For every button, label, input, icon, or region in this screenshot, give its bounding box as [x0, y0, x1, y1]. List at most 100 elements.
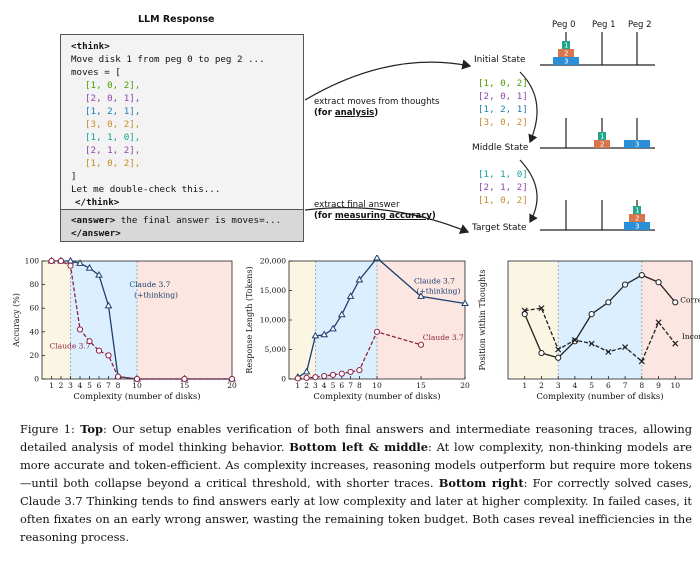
- data-point: [76, 259, 84, 266]
- data-point: [555, 346, 562, 353]
- data-point: [655, 279, 662, 286]
- llm-response-box: <think> Move disk 1 from peg 0 to peg 2 …: [60, 34, 304, 242]
- data-point: [133, 375, 141, 383]
- disk-label-3: 3: [564, 58, 568, 66]
- series-label-thinking: Claude 3.7: [129, 280, 170, 289]
- data-point: [294, 375, 301, 382]
- complexity-band: [70, 261, 137, 379]
- x-tick-label: 5: [331, 381, 336, 390]
- peg-label-2: Peg 2: [628, 20, 652, 30]
- disk-label-3: 3: [635, 141, 639, 149]
- x-axis-label: Complexity (number of disks): [313, 391, 440, 402]
- state-middle: Middle State: [472, 143, 529, 153]
- state-initial: Initial State: [474, 55, 526, 65]
- peg-label-0: Peg 0: [552, 20, 576, 30]
- arrow-initial-to-middle: [519, 71, 538, 144]
- series-label-incorrect: Incorrect Solutions: [682, 332, 700, 341]
- answer-text: the final answer is moves=...: [115, 215, 282, 226]
- move-line: [1, 2, 1],: [85, 106, 141, 117]
- data-point: [86, 338, 93, 345]
- data-point: [85, 263, 94, 271]
- data-point: [621, 281, 629, 288]
- data-point: [57, 257, 65, 265]
- hanoi-states: 3 2 1 1 2 3 1 2 3: [540, 32, 655, 231]
- figure-caption: Figure 1: Top: Our setup enables verific…: [20, 420, 692, 546]
- answer-area: <answer> the final answer is moves=... <…: [61, 209, 303, 241]
- complexity-band: [315, 261, 377, 379]
- caption-top-label: Top: [80, 422, 103, 436]
- y-tick-label: 80: [29, 280, 39, 289]
- data-point: [638, 358, 645, 365]
- y-tick-label: 10,000: [260, 316, 286, 325]
- series-line: [51, 260, 232, 380]
- data-point: [655, 319, 662, 326]
- data-point: [355, 275, 364, 283]
- series-line: [524, 274, 676, 359]
- data-point: [311, 331, 320, 339]
- move-line: [2, 0, 1],: [85, 93, 141, 104]
- disk-label-2: 2: [564, 50, 568, 58]
- complexity-band: [508, 261, 559, 379]
- caption-bl-label: Bottom left & middle: [289, 440, 428, 454]
- series-label-correct: Correct Solutions: [680, 295, 700, 304]
- move-line: [3, 0, 2],: [85, 119, 141, 130]
- data-point: [105, 352, 112, 359]
- x-tick-label: 7: [348, 381, 353, 390]
- complexity-band: [289, 261, 316, 379]
- data-point: [588, 340, 595, 347]
- y-tick-label: 5,000: [265, 345, 287, 354]
- x-tick-label: 4: [322, 381, 327, 390]
- x-tick-label: 3: [313, 381, 318, 390]
- x-tick-label: 1: [49, 381, 54, 390]
- recheck-line: Let me double-check this...: [71, 184, 221, 195]
- y-tick-label: 20: [29, 351, 39, 360]
- data-point: [346, 292, 355, 299]
- reasoning-line: Move disk 1 from peg 0 to peg 2 ...: [71, 54, 265, 65]
- x-tick-label: 7: [623, 381, 628, 390]
- data-point: [312, 374, 319, 381]
- data-point: [95, 270, 103, 278]
- data-point: [95, 347, 103, 354]
- disk-2: [594, 140, 610, 148]
- plot-frame: [507, 260, 693, 380]
- data-point: [672, 299, 679, 306]
- answer-close-tag: </answer>: [71, 228, 121, 239]
- x-tick-label: 2: [59, 381, 64, 390]
- x-tick-label: 5: [87, 381, 92, 390]
- data-point: [605, 299, 612, 306]
- x-tick-label: 20: [227, 381, 237, 390]
- x-tick-label: 6: [97, 381, 102, 390]
- x-tick-label: 6: [339, 381, 344, 390]
- y-tick-label: 0: [281, 375, 286, 384]
- data-point: [181, 375, 188, 383]
- caption-br-label: Bottom right: [438, 476, 524, 490]
- answer-open-tag: <answer>: [71, 215, 116, 226]
- x-tick-label: 8: [357, 381, 362, 390]
- data-point: [347, 368, 354, 376]
- data-point: [321, 372, 328, 380]
- data-point: [67, 262, 74, 269]
- complexity-band: [641, 261, 692, 379]
- extract-moves-label: extract moves from thoughts (for analysi…: [314, 97, 440, 118]
- y-tick-label: 100: [25, 257, 40, 266]
- disk-label-2: 2: [600, 141, 604, 149]
- data-point: [329, 324, 337, 332]
- disk-3: [624, 140, 650, 148]
- x-tick-label: 4: [78, 381, 83, 390]
- data-point: [555, 354, 562, 361]
- series-line: [524, 307, 676, 363]
- series-label-thinking: Claude 3.7: [414, 276, 455, 285]
- x-tick-label: 3: [68, 381, 73, 390]
- moves-close: ]: [71, 171, 77, 182]
- disk-2: [558, 49, 574, 57]
- complexity-band: [377, 261, 465, 379]
- disk-label-2: 2: [635, 215, 639, 223]
- data-point: [417, 341, 425, 348]
- x-tick-label: 2: [539, 381, 544, 390]
- disk-label-1: 1: [564, 42, 568, 50]
- x-tick-label: 10: [372, 381, 382, 390]
- response-length-chart: 1 2 3 4 5 6 7 8 10 15 20 0 5,000 10,000 15,000 20,000 Co…: [245, 255, 470, 402]
- x-tick-label: 20: [460, 381, 470, 390]
- disk-label-1: 1: [635, 207, 639, 215]
- accuracy-chart: 1 2 3 4 5 6 7 8 10 15 20 0 20 40 60 80 100 Complexity (nu…: [12, 257, 237, 403]
